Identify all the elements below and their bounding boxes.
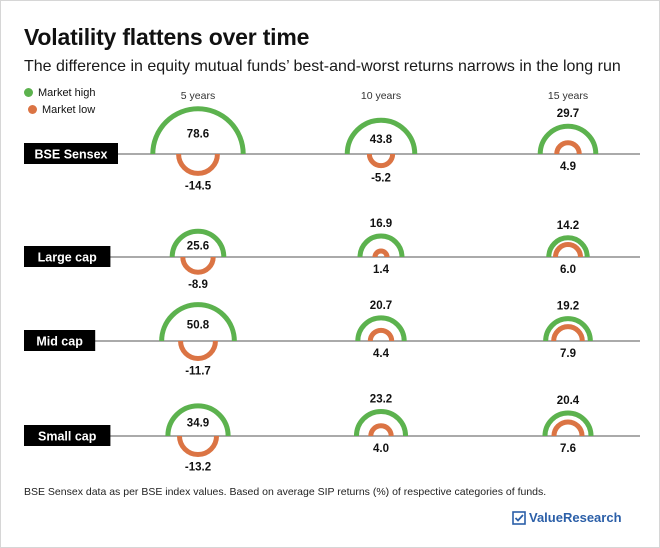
market-high-label: 34.9 [187,417,209,429]
market-high-label: 25.6 [187,240,209,252]
market-low-arc [180,256,216,275]
market-low-arc [176,435,220,457]
market-high-arc [542,410,594,437]
market-high-label: 19.2 [557,301,579,313]
market-high-arc [353,409,409,437]
market-high-label: 50.8 [187,320,210,332]
market-high-label: 20.7 [370,300,392,312]
market-low-label: 6.0 [560,264,576,276]
row-label: Small cap [38,430,97,444]
market-low-arc [553,242,583,258]
market-high-arc [165,403,231,437]
market-high-arc [537,123,599,155]
market-high-arc [546,235,590,258]
legend-label-low: Market low [42,103,96,116]
column-header: 15 years [548,90,588,102]
market-low-label: -14.5 [185,180,212,192]
chart-subtitle: The difference in equity mutual funds’ b… [24,58,621,75]
market-low-label: -5.2 [371,173,391,185]
market-high-arc [159,302,237,342]
market-low-label: 7.9 [560,348,576,360]
market-low-arc [551,324,585,342]
market-high-label: 29.7 [557,108,579,120]
row-label: Large cap [38,251,97,265]
market-low-arc [372,248,390,258]
market-low-arc [366,153,396,169]
market-high-arc [543,316,593,342]
market-low-arc [176,153,220,176]
market-low-label: -8.9 [188,279,208,291]
row-label: BSE Sensex [35,148,108,162]
market-low-arc [367,327,395,342]
market-high-arc [150,106,246,155]
market-low-arc [554,140,582,155]
market-low-label: 4.4 [373,348,390,360]
legend-item-low: Market low [28,101,95,118]
market-low-arc [368,423,394,437]
market-high-arc [344,117,418,155]
row-label-box [24,425,111,446]
market-high-arc [357,233,405,258]
row-label-box [24,246,111,267]
row-label: Mid cap [36,335,83,349]
column-header: 5 years [181,90,215,102]
checkmark-box-icon [512,510,526,525]
legend-item-high: Market high [24,84,95,101]
market-high-label: 20.4 [557,395,580,407]
column-header: 10 years [361,90,401,102]
row-label-box [24,143,118,164]
legend: Market high Market low [24,84,95,118]
chart-title: Volatility flattens over time [24,24,310,50]
market-low-label: 4.9 [560,161,576,173]
market-low-label: -13.2 [185,462,211,474]
footnote: BSE Sensex data as per BSE index values.… [24,486,547,498]
market-low-arc [551,419,585,437]
legend-swatch-high [24,88,33,97]
market-high-arc [169,228,227,258]
market-high-label: 23.2 [370,393,392,405]
market-low-arc [178,340,218,361]
market-low-label: 4.0 [373,443,389,455]
market-high-label: 43.8 [370,134,393,146]
legend-label-high: Market high [38,86,96,99]
market-low-label: 1.4 [373,264,390,276]
brand-name: ValueResearch [529,510,622,525]
market-high-label: 14.2 [557,220,579,232]
legend-swatch-low [28,105,37,114]
market-high-label: 16.9 [370,218,392,230]
market-high-label: 78.6 [187,129,209,141]
row-label-box [24,330,96,351]
market-low-label: 7.6 [560,443,576,455]
market-low-label: -11.7 [185,365,211,377]
brand-logo: ValueResearch [512,510,622,525]
market-high-arc [355,315,407,342]
